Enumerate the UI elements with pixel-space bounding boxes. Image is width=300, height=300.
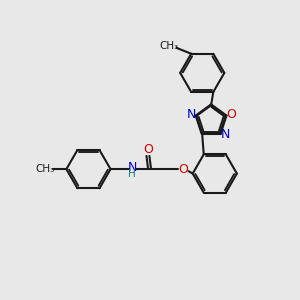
- Text: O: O: [143, 143, 153, 157]
- Text: H: H: [128, 169, 136, 179]
- Text: N: N: [128, 161, 137, 174]
- Text: N: N: [221, 128, 230, 141]
- Text: CH₃: CH₃: [160, 41, 179, 51]
- Text: O: O: [178, 163, 188, 176]
- Text: N: N: [187, 108, 196, 121]
- Text: O: O: [226, 108, 236, 121]
- Text: CH₃: CH₃: [36, 164, 55, 174]
